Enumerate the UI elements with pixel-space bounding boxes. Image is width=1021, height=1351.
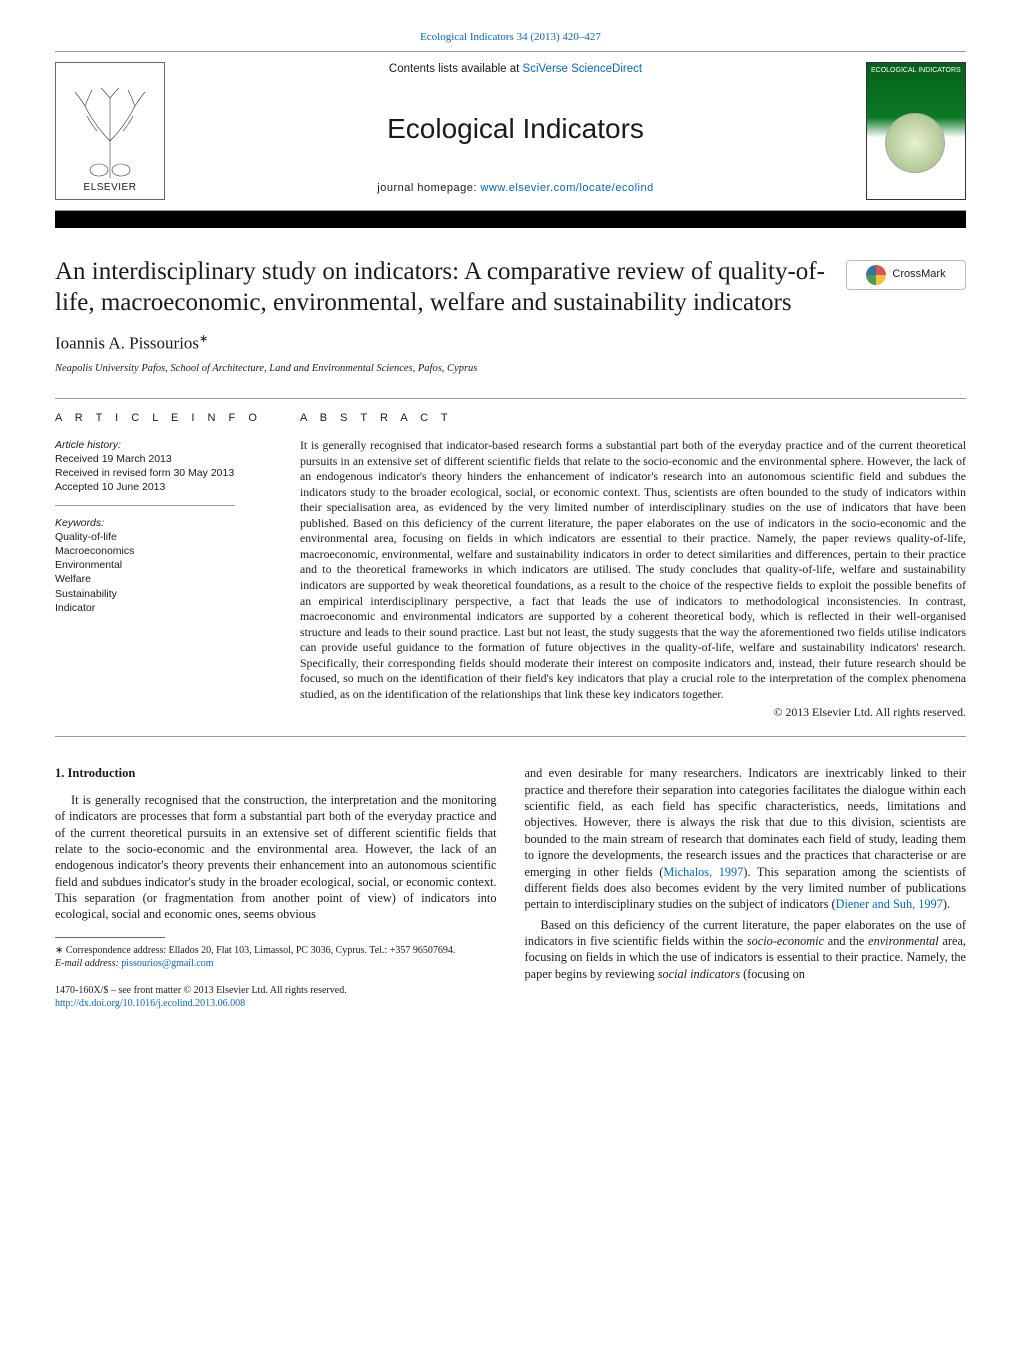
keywords-rule xyxy=(55,505,235,506)
intro-para-1: It is generally recognised that the cons… xyxy=(55,792,497,923)
article-info-heading: A R T I C L E I N F O xyxy=(55,411,282,426)
corresponding-footnote: ∗ Correspondence address: Ellados 20, Fl… xyxy=(55,944,497,970)
keyword: Macroeconomics xyxy=(55,544,282,558)
contents-prefix: Contents lists available at xyxy=(389,63,523,75)
journal-name: Ecological Indicators xyxy=(387,110,644,148)
author-name: Ioannis A. Pissourios xyxy=(55,334,199,353)
journal-homepage: journal homepage: www.elsevier.com/locat… xyxy=(377,181,653,196)
citation-link[interactable]: Michalos, 1997 xyxy=(663,865,743,879)
abstract-copyright: © 2013 Elsevier Ltd. All rights reserved… xyxy=(300,705,966,721)
keywords-label: Keywords: xyxy=(55,516,282,530)
journal-cover: ECOLOGICAL INDICATORS xyxy=(866,62,966,200)
citation-link[interactable]: Ecological Indicators 34 (2013) 420–427 xyxy=(420,31,601,43)
intro-para-3: Based on this deficiency of the current … xyxy=(525,917,967,982)
accepted-date: Accepted 10 June 2013 xyxy=(55,480,282,494)
citation-line: Ecological Indicators 34 (2013) 420–427 xyxy=(55,30,966,45)
affiliation: Neapolis University Pafos, School of Arc… xyxy=(55,362,826,376)
footnote-rule xyxy=(55,937,165,938)
section-1-title: 1. Introduction xyxy=(55,765,497,782)
email-label: E-mail address: xyxy=(55,958,121,969)
header-center: Contents lists available at SciVerse Sci… xyxy=(165,52,866,210)
email-link[interactable]: pissourios@gmail.com xyxy=(121,958,213,969)
history-label: Article history: xyxy=(55,438,282,452)
author-marker: ∗ xyxy=(199,333,208,345)
intro-para-2: and even desirable for many researchers.… xyxy=(525,765,967,912)
crossmark-icon xyxy=(866,265,886,285)
body-columns: 1. Introduction It is generally recognis… xyxy=(55,765,966,1010)
abstract-column: A B S T R A C T It is generally recognis… xyxy=(300,398,966,720)
contents-available: Contents lists available at SciVerse Sci… xyxy=(389,62,642,78)
journal-header: ELSEVIER Contents lists available at Sci… xyxy=(55,51,966,211)
cover-title: ECOLOGICAL INDICATORS xyxy=(867,63,965,79)
author-line: Ioannis A. Pissourios∗ xyxy=(55,332,826,356)
body-col-left: 1. Introduction It is generally recognis… xyxy=(55,765,497,1010)
revised-date: Received in revised form 30 May 2013 xyxy=(55,466,282,480)
abstract-body: It is generally recognised that indicato… xyxy=(300,438,966,703)
keyword: Quality-of-life xyxy=(55,530,282,544)
bottom-meta: 1470-160X/$ – see front matter © 2013 El… xyxy=(55,984,497,1011)
citation-link[interactable]: Diener and Suh, 1997 xyxy=(836,897,943,911)
article-info-column: A R T I C L E I N F O Article history: R… xyxy=(55,398,300,720)
received-date: Received 19 March 2013 xyxy=(55,452,282,466)
header-black-bar xyxy=(55,210,966,228)
publisher-logo: ELSEVIER xyxy=(55,62,165,200)
keyword: Indicator xyxy=(55,601,282,615)
abstract-heading: A B S T R A C T xyxy=(300,411,966,426)
crossmark-label: CrossMark xyxy=(892,267,945,282)
home-prefix: journal homepage: xyxy=(377,182,480,194)
article-title: An interdisciplinary study on indicators… xyxy=(55,256,826,319)
homepage-link[interactable]: www.elsevier.com/locate/ecolind xyxy=(480,182,653,194)
keyword: Welfare xyxy=(55,572,282,586)
crossmark-badge[interactable]: CrossMark xyxy=(846,260,966,290)
doi-link[interactable]: http://dx.doi.org/10.1016/j.ecolind.2013… xyxy=(55,998,245,1009)
sciencedirect-link[interactable]: SciVerse ScienceDirect xyxy=(523,63,643,75)
elsevier-tree-icon xyxy=(65,86,155,181)
publisher-name: ELSEVIER xyxy=(84,181,137,195)
footnote-text: Correspondence address: Ellados 20, Flat… xyxy=(63,945,455,956)
issn-line: 1470-160X/$ – see front matter © 2013 El… xyxy=(55,984,497,998)
post-abstract-rule xyxy=(55,736,966,737)
cover-art-icon xyxy=(885,113,945,173)
keyword: Sustainability xyxy=(55,587,282,601)
keyword: Environmental xyxy=(55,558,282,572)
body-col-right: and even desirable for many researchers.… xyxy=(525,765,967,1010)
